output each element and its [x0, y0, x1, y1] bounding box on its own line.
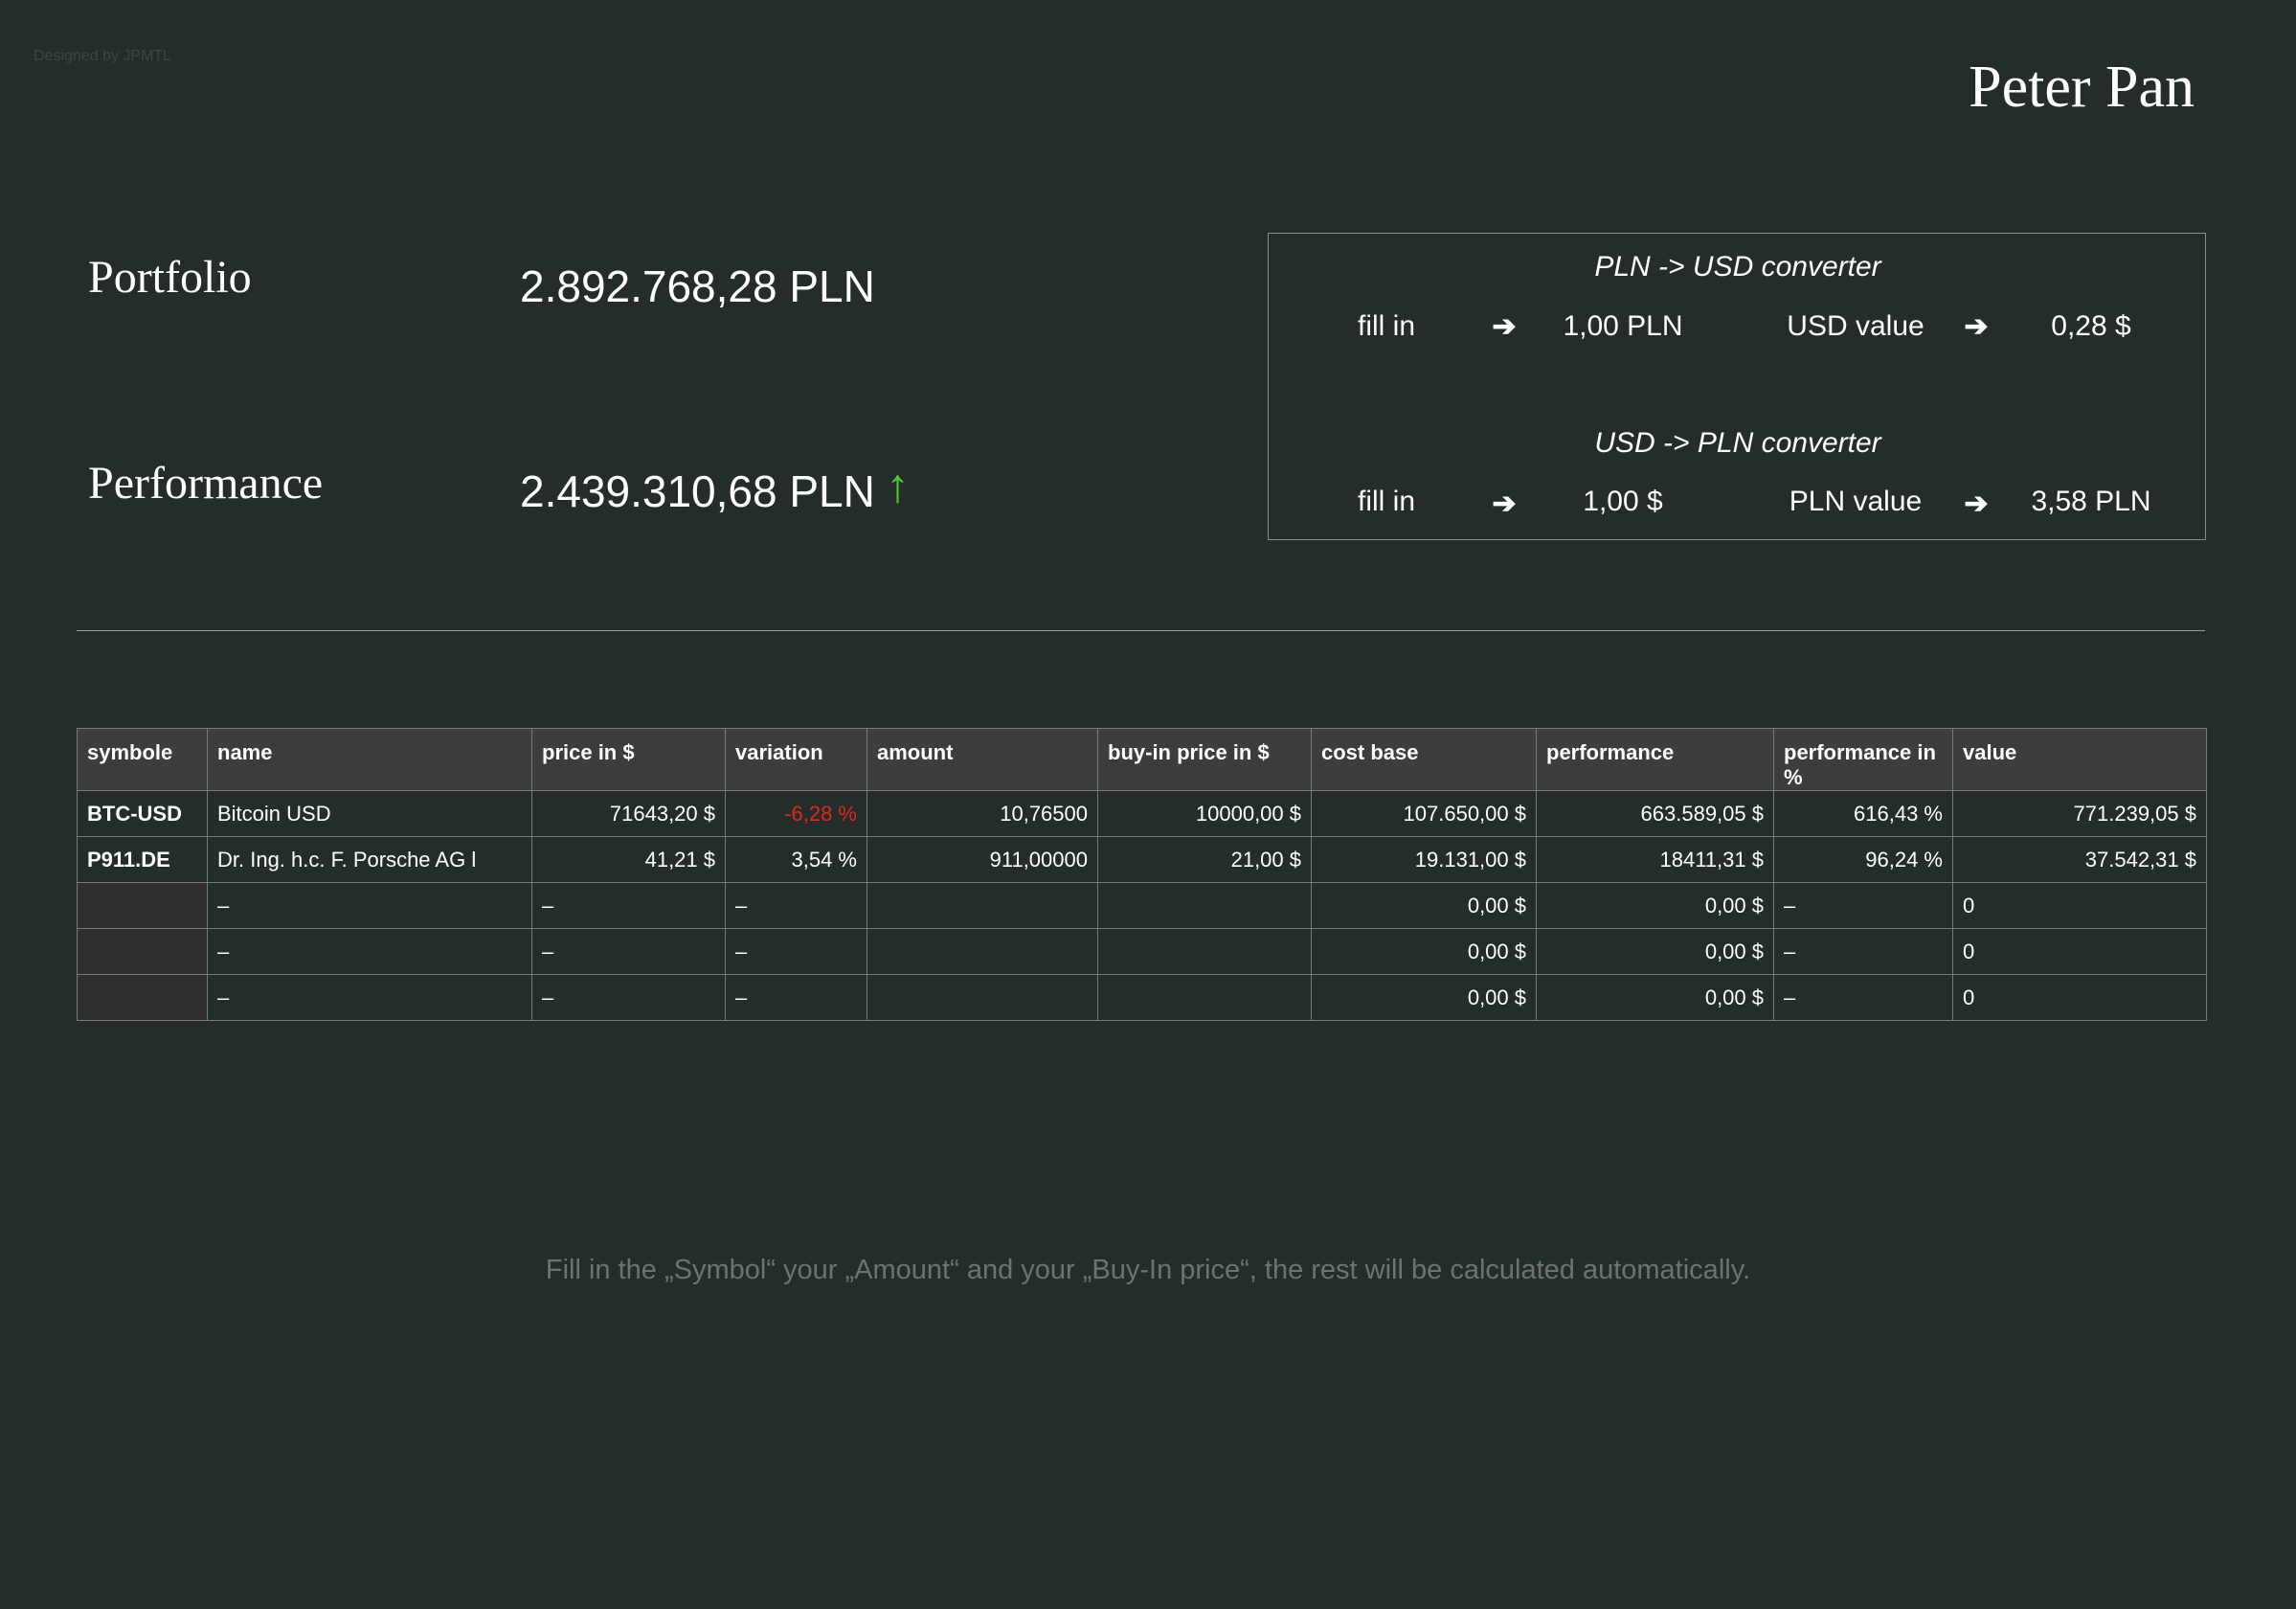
table-cell: 0,00 $	[1536, 928, 1774, 975]
table-row: – – –0,00 $0,00 $ –0	[77, 974, 2207, 1021]
table-cell: 0	[1952, 928, 2207, 975]
table-cell: 0,00 $	[1311, 974, 1537, 1021]
table-cell	[77, 882, 208, 929]
table-cell: -6,28 %	[725, 790, 867, 837]
divider	[77, 630, 2205, 631]
table-cell: 96,24 %	[1773, 836, 1953, 883]
table-cell: 71643,20 $	[531, 790, 726, 837]
table-cell	[77, 974, 208, 1021]
table-cell[interactable]: 10,76500	[867, 790, 1098, 837]
fill-label: fill in	[1357, 486, 1416, 517]
table-cell: –	[531, 974, 726, 1021]
table-cell[interactable]: 10000,00 $	[1097, 790, 1312, 837]
table-cell: –	[207, 882, 532, 929]
table-cell: 41,21 $	[531, 836, 726, 883]
table-cell[interactable]	[1097, 928, 1312, 975]
table-cell: 18411,31 $	[1536, 836, 1774, 883]
converter-result: 0,28 $	[2051, 310, 2131, 342]
table-cell[interactable]: 21,00 $	[1097, 836, 1312, 883]
table-row: – – –0,00 $0,00 $ –0	[77, 928, 2207, 975]
table-cell: 0,00 $	[1311, 882, 1537, 929]
converter-title: PLN -> USD converter	[1594, 251, 1881, 283]
converter-title: USD -> PLN converter	[1594, 427, 1881, 459]
table-cell: 3,54 %	[725, 836, 867, 883]
converter-input[interactable]: 1,00 $	[1583, 486, 1663, 517]
table-cell[interactable]	[867, 882, 1098, 929]
column-header: price in $	[531, 728, 726, 791]
table-cell: –	[207, 974, 532, 1021]
table-cell[interactable]	[1097, 882, 1312, 929]
owner-name: Peter Pan	[1969, 55, 2195, 120]
fill-label: fill in	[1357, 310, 1416, 342]
table-cell: 0,00 $	[1536, 974, 1774, 1021]
table-cell: –	[531, 882, 726, 929]
portfolio-value: 2.892.768,28 PLN	[520, 261, 875, 311]
table-cell: –	[1773, 882, 1953, 929]
performance-value: 2.439.310,68 PLN	[520, 466, 875, 516]
converter-box: PLN -> USD converter fill in ➔ 1,00 PLN …	[1268, 233, 2206, 540]
table-cell: –	[725, 882, 867, 929]
arrow-icon: ➔	[1492, 310, 1517, 343]
arrow-icon: ➔	[1492, 487, 1517, 520]
table-cell: –	[1773, 974, 1953, 1021]
table-cell: 37.542,31 $	[1952, 836, 2207, 883]
performance-label: Performance	[88, 458, 324, 509]
table-cell: 0	[1952, 974, 2207, 1021]
table-cell: P911.DE	[77, 836, 208, 883]
result-label: PLN value	[1789, 486, 1923, 517]
table-cell: 0,00 $	[1311, 928, 1537, 975]
arrow-icon: ➔	[1964, 310, 1989, 343]
table-row: P911.DE Dr. Ing. h.c. F. Porsche AG l 41,2…	[77, 836, 2207, 883]
up-arrow-icon: ↑	[886, 459, 910, 512]
column-header: cost base	[1311, 728, 1537, 791]
table-row: – – –0,00 $0,00 $ –0	[77, 882, 2207, 929]
table-cell: 19.131,00 $	[1311, 836, 1537, 883]
table-cell[interactable]	[867, 974, 1098, 1021]
table-cell[interactable]: 911,00000	[867, 836, 1098, 883]
converter-result: 3,58 PLN	[2031, 486, 2151, 517]
column-header: buy-in price in $	[1097, 728, 1312, 791]
table-cell: –	[1773, 928, 1953, 975]
converter-input[interactable]: 1,00 PLN	[1563, 310, 1683, 342]
column-header: performance	[1536, 728, 1774, 791]
column-header: symbole	[77, 728, 208, 791]
table-cell[interactable]	[1097, 974, 1312, 1021]
table-cell: –	[531, 928, 726, 975]
table-cell: –	[725, 974, 867, 1021]
table-cell: Dr. Ing. h.c. F. Porsche AG l	[207, 836, 532, 883]
holdings-table: symbole name price in $ variation amount buy-…	[77, 728, 2207, 1021]
table-cell: 0,00 $	[1536, 882, 1774, 929]
credit: Designed by JPMTL	[34, 48, 172, 64]
result-label: USD value	[1787, 310, 1925, 342]
table-cell: Bitcoin USD	[207, 790, 532, 837]
table-cell: 771.239,05 $	[1952, 790, 2207, 837]
column-header: name	[207, 728, 532, 791]
table-cell[interactable]	[867, 928, 1098, 975]
table-row: BTC-USD Bitcoin USD 71643,20 $ -6,28 % 10,76…	[77, 790, 2207, 837]
table-cell: –	[725, 928, 867, 975]
table-cell	[77, 928, 208, 975]
column-header: performance in %	[1773, 728, 1953, 791]
arrow-icon: ➔	[1964, 487, 1989, 520]
table-cell: 663.589,05 $	[1536, 790, 1774, 837]
column-header: amount	[867, 728, 1098, 791]
column-header: value	[1952, 728, 2207, 791]
table-cell: 616,43 %	[1773, 790, 1953, 837]
table-cell: BTC-USD	[77, 790, 208, 837]
table-cell: 107.650,00 $	[1311, 790, 1537, 837]
footer-note: Fill in the „Symbol“ your „Amount“ and y…	[545, 1255, 1751, 1285]
portfolio-label: Portfolio	[88, 252, 252, 303]
column-header: variation	[725, 728, 867, 791]
table-cell: –	[207, 928, 532, 975]
table-cell: 0	[1952, 882, 2207, 929]
